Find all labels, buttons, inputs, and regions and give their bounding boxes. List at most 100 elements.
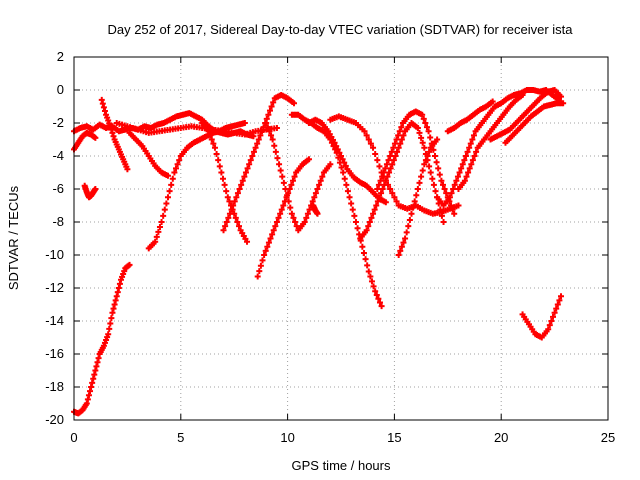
x-tick-label: 10 bbox=[280, 430, 294, 445]
data-point bbox=[432, 188, 439, 195]
x-tick-label: 0 bbox=[70, 430, 77, 445]
y-tick-label: -20 bbox=[45, 412, 64, 427]
data-point bbox=[98, 96, 105, 103]
data-point bbox=[365, 136, 372, 143]
data-point bbox=[376, 194, 383, 201]
data-point bbox=[398, 124, 405, 131]
data-point bbox=[215, 157, 222, 164]
data-point bbox=[465, 169, 472, 176]
data-point bbox=[272, 148, 279, 155]
data-point bbox=[292, 219, 299, 225]
data-point bbox=[277, 167, 284, 174]
data-point bbox=[400, 239, 407, 246]
y-tick-label: -6 bbox=[52, 181, 64, 196]
data-point bbox=[288, 181, 295, 188]
data-point bbox=[110, 305, 117, 312]
series-arc-18 bbox=[374, 108, 458, 217]
data-point bbox=[382, 199, 389, 206]
data-point bbox=[418, 173, 425, 180]
data-point bbox=[420, 115, 427, 122]
data-point bbox=[255, 136, 262, 143]
data-point bbox=[261, 252, 268, 258]
data-point bbox=[273, 219, 280, 225]
data-point bbox=[331, 139, 338, 146]
data-point bbox=[164, 172, 171, 179]
data-point bbox=[317, 177, 324, 184]
y-tick-label: -4 bbox=[52, 148, 64, 163]
data-point bbox=[387, 165, 394, 172]
data-point bbox=[219, 175, 226, 182]
data-point bbox=[226, 198, 233, 205]
data-point bbox=[393, 136, 400, 143]
data-point bbox=[438, 177, 445, 184]
data-point bbox=[267, 235, 274, 242]
data-point bbox=[333, 143, 340, 150]
data-point bbox=[362, 256, 369, 263]
y-tick-label: -12 bbox=[45, 280, 64, 295]
data-point bbox=[239, 177, 246, 184]
data-point bbox=[270, 99, 277, 106]
data-point bbox=[272, 223, 279, 230]
series-arc-23 bbox=[487, 87, 565, 143]
data-point bbox=[558, 293, 565, 300]
data-point bbox=[352, 219, 359, 225]
data-point bbox=[370, 210, 377, 217]
data-point bbox=[388, 148, 395, 155]
data-point bbox=[341, 175, 348, 182]
data-point bbox=[108, 315, 115, 322]
data-point bbox=[169, 175, 176, 182]
data-point bbox=[222, 223, 229, 230]
data-point bbox=[376, 299, 383, 306]
data-point bbox=[389, 161, 396, 168]
data-point bbox=[461, 177, 468, 184]
data-point bbox=[441, 186, 448, 192]
data-point bbox=[408, 210, 415, 217]
data-point bbox=[371, 206, 378, 213]
data-point bbox=[414, 186, 421, 192]
data-point bbox=[266, 107, 273, 114]
data-point bbox=[340, 169, 347, 176]
data-point bbox=[284, 192, 291, 199]
data-point bbox=[344, 188, 351, 195]
data-point bbox=[218, 169, 225, 176]
data-point bbox=[429, 175, 436, 182]
data-point bbox=[395, 132, 402, 139]
data-point bbox=[375, 181, 382, 188]
data-point bbox=[271, 142, 278, 149]
data-point bbox=[314, 210, 321, 217]
data-point bbox=[354, 225, 361, 232]
data-point bbox=[427, 134, 434, 141]
data-point bbox=[238, 181, 245, 188]
data-point bbox=[438, 212, 445, 219]
data-point bbox=[389, 190, 396, 197]
data-point bbox=[234, 190, 241, 197]
data-point bbox=[473, 148, 480, 155]
data-point bbox=[166, 188, 173, 195]
data-point bbox=[116, 280, 123, 287]
data-point bbox=[87, 388, 94, 395]
data-point bbox=[343, 181, 350, 188]
data-point bbox=[430, 181, 437, 188]
data-point bbox=[383, 161, 390, 168]
data-point bbox=[84, 396, 91, 403]
x-tick-label: 20 bbox=[494, 430, 508, 445]
data-point bbox=[111, 301, 118, 308]
data-point bbox=[305, 156, 312, 163]
data-point bbox=[83, 400, 90, 407]
data-point bbox=[172, 165, 179, 172]
data-point bbox=[268, 132, 275, 139]
data-point bbox=[381, 181, 388, 188]
data-point bbox=[419, 139, 426, 146]
series-arc-21 bbox=[444, 98, 496, 135]
data-point bbox=[100, 104, 107, 111]
data-point bbox=[437, 206, 444, 213]
data-point bbox=[387, 153, 394, 159]
data-point bbox=[361, 128, 368, 135]
data-point bbox=[231, 198, 238, 205]
data-point bbox=[372, 288, 379, 295]
data-point bbox=[553, 305, 560, 312]
data-point bbox=[264, 243, 271, 250]
data-point bbox=[397, 140, 404, 147]
data-point bbox=[418, 134, 425, 141]
data-point bbox=[451, 210, 458, 217]
